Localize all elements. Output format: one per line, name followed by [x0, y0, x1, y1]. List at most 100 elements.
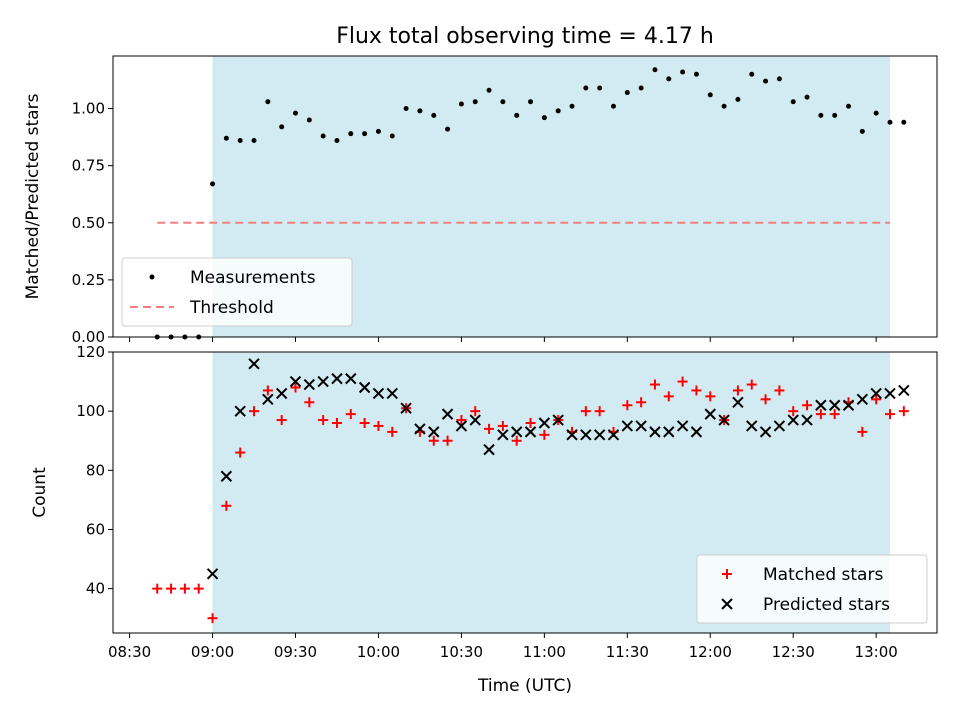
predicted-point: [801, 414, 813, 426]
predicted-point: [248, 358, 260, 370]
measurement-point: [624, 90, 630, 96]
top-x-ticks: [129, 337, 877, 342]
predicted-point: [497, 429, 509, 441]
measurement-point: [445, 126, 451, 132]
x-stroke: [676, 420, 689, 432]
x-stroke: [331, 372, 343, 385]
measurement-point: [707, 92, 713, 98]
measurement-point: [320, 133, 326, 139]
predicted-point: [345, 372, 357, 385]
measurement-point: [555, 108, 561, 114]
measurement-point: [528, 99, 534, 105]
measurement-point: [210, 181, 216, 187]
predicted-point: [469, 414, 481, 426]
x-stroke: [828, 399, 841, 411]
measurement-point: [348, 131, 354, 137]
x-stroke: [206, 568, 219, 580]
x-stroke: [248, 358, 260, 370]
legend-predicted-marker: [721, 598, 733, 610]
x-stroke: [469, 414, 481, 426]
x-stroke: [289, 375, 302, 388]
legend-plus: [722, 569, 732, 579]
predicted-point: [524, 426, 537, 438]
legend-matched-label: Matched stars: [763, 565, 883, 585]
measurement-point: [735, 96, 741, 102]
x-stroke: [773, 420, 786, 432]
bottom-y-tick-label: 80: [86, 461, 105, 479]
predicted-point: [331, 372, 343, 385]
predicted-point: [718, 414, 730, 426]
matched-point: [470, 406, 481, 417]
predicted-point: [206, 568, 219, 580]
predicted-point: [787, 414, 799, 426]
measurement-point: [666, 76, 672, 82]
x-stroke: [690, 426, 703, 438]
matched-point: [262, 385, 273, 396]
matched-point: [152, 583, 163, 594]
x-stroke: [593, 429, 606, 441]
matched-point: [318, 415, 329, 426]
measurement-point: [223, 135, 229, 141]
matched-point: [857, 426, 868, 437]
predicted-point: [220, 470, 233, 482]
x-stroke: [566, 429, 578, 441]
x-stroke: [358, 381, 371, 394]
matched-point: [304, 397, 315, 408]
matched-point: [276, 415, 287, 426]
top-y-tick-label: 1.00: [72, 100, 105, 118]
measurement-point: [486, 87, 492, 93]
top-y-tick-label: 0.50: [72, 214, 105, 232]
x-stroke: [870, 387, 882, 400]
matched-point: [290, 382, 301, 393]
x-stroke: [400, 402, 412, 414]
bottom-x-ticks: 08:30 09:00 09:30 10:00 10:30 11:00 11:30 12:00…: [108, 633, 898, 661]
legend-measurements-marker: [149, 274, 155, 280]
x-stroke: [510, 426, 523, 438]
matched-point: [387, 426, 398, 437]
top-legend: Measurements Threshold: [121, 257, 353, 327]
x-axis-label: Time (UTC): [477, 676, 572, 696]
matched-point: [207, 613, 218, 624]
predicted-point: [580, 429, 592, 441]
matched-point: [788, 406, 799, 417]
predicted-point: [676, 420, 689, 432]
matched-point: [456, 415, 467, 426]
measurement-point: [431, 112, 437, 118]
x-stroke: [635, 420, 647, 432]
matched-point: [815, 409, 826, 420]
x-tick-label: 13:00: [855, 643, 898, 661]
x-stroke: [386, 387, 398, 400]
x-stroke: [303, 378, 316, 391]
matched-point: [235, 447, 246, 458]
predicted-point: [773, 420, 786, 432]
measurement-point: [873, 110, 879, 116]
predicted-point: [870, 387, 882, 400]
measurement-point: [265, 99, 271, 105]
predicted-point: [262, 393, 274, 406]
bottom-y-tick-label: 120: [76, 343, 105, 361]
matched-point: [594, 406, 605, 417]
top-y-tick-label: 0.00: [72, 328, 105, 346]
matched-point: [636, 397, 647, 408]
matched-point: [580, 406, 591, 417]
predicted-point: [621, 420, 634, 432]
measurement-point: [583, 85, 589, 91]
x-stroke: [372, 387, 385, 400]
measurement-point: [859, 128, 865, 134]
matched-point: [622, 400, 633, 411]
measurement-point: [638, 85, 644, 91]
predicted-point: [815, 399, 827, 411]
measurement-point: [790, 99, 796, 105]
legend-x: [721, 598, 733, 610]
measurement-point: [306, 117, 312, 123]
predicted-point: [538, 417, 551, 429]
matched-point: [179, 583, 190, 594]
measurement-point: [362, 131, 368, 137]
predicted-point: [704, 408, 716, 420]
matched-point: [760, 394, 771, 405]
bottom-legend: Matched stars Predicted stars: [696, 554, 928, 624]
x-stroke: [842, 399, 855, 411]
x-stroke: [455, 420, 468, 432]
measurement-point: [569, 103, 575, 109]
x-stroke: [497, 429, 509, 441]
